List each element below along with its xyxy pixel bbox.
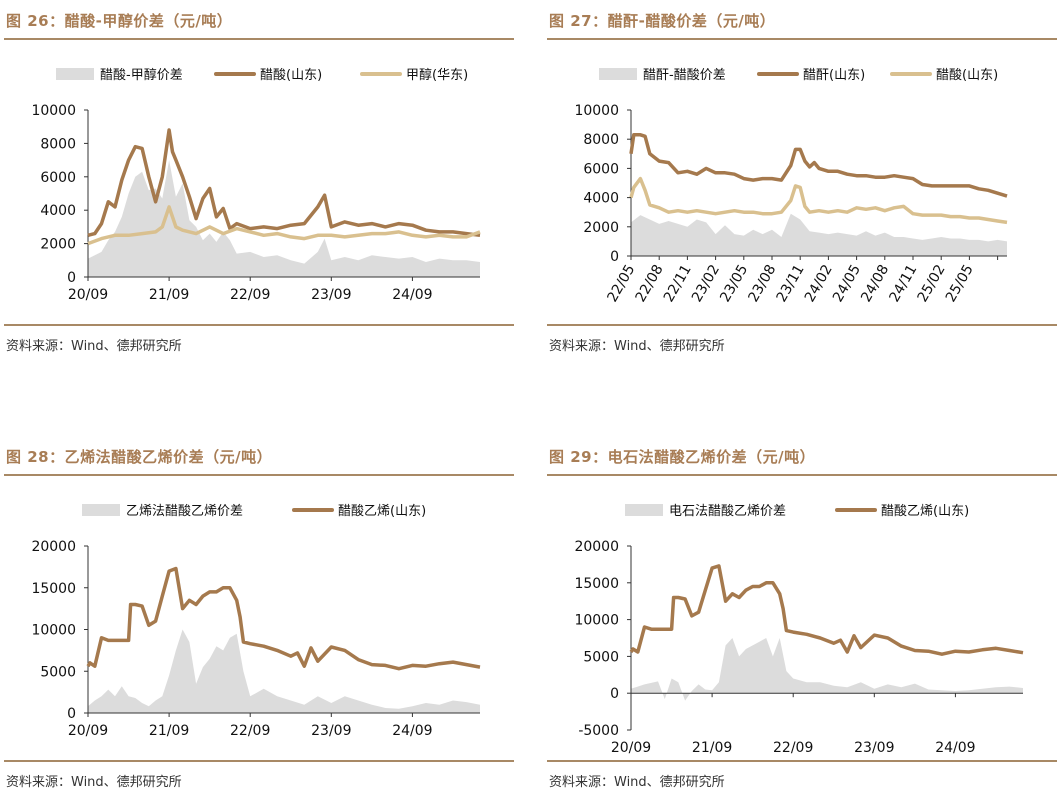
y-tick-label: 15000 bbox=[31, 581, 76, 597]
x-tick-label: 21/09 bbox=[692, 740, 732, 756]
line-series bbox=[87, 205, 481, 246]
x-tick-label: 20/09 bbox=[68, 287, 108, 303]
area-series bbox=[88, 160, 480, 277]
legend-label: 甲醇(华东) bbox=[406, 67, 468, 83]
bottom-rule bbox=[547, 760, 1057, 762]
y-tick-label: -5000 bbox=[578, 723, 619, 739]
y-tick-label: 10000 bbox=[574, 613, 619, 629]
legend-label: 醋酸(山东) bbox=[936, 67, 998, 83]
legend-swatch bbox=[625, 504, 663, 516]
y-tick-label: 20000 bbox=[31, 539, 76, 555]
y-tick-label: 0 bbox=[67, 270, 76, 286]
y-tick-label: 15000 bbox=[574, 576, 619, 592]
line-series bbox=[629, 564, 1024, 656]
x-tick-label: 22/09 bbox=[230, 723, 270, 739]
y-tick-label: 10000 bbox=[574, 103, 619, 119]
x-tick-label: 21/09 bbox=[149, 287, 189, 303]
legend-label: 醋酸乙烯(山东) bbox=[338, 503, 426, 519]
x-tick-label: 24/09 bbox=[392, 287, 432, 303]
source-note: 资料来源：Wind、德邦研究所 bbox=[6, 339, 182, 354]
figure-title: 图 26：醋酸-甲醇价差（元/吨） bbox=[6, 12, 233, 30]
x-tick-label: 23/09 bbox=[311, 723, 351, 739]
figure-28-panel: 图 28：乙烯法醋酸乙烯价差（元/吨） 乙烯法醋酸乙烯价差 醋酸乙烯(山东) 0 50… bbox=[4, 440, 514, 810]
x-tick-label: 20/09 bbox=[611, 740, 651, 756]
y-tick-label: 2000 bbox=[583, 220, 619, 236]
figure-29-panel: 图 29：电石法醋酸乙烯价差（元/吨） 电石法醋酸乙烯价差 醋酸乙烯(山东) -50… bbox=[547, 440, 1057, 810]
source-note: 资料来源：Wind、德邦研究所 bbox=[549, 775, 725, 790]
x-tick-label: 22/09 bbox=[230, 287, 270, 303]
bottom-rule bbox=[4, 760, 514, 762]
legend-label: 醋酸乙烯(山东) bbox=[881, 503, 969, 519]
figure-title: 图 27：醋酐-醋酸价差（元/吨） bbox=[549, 12, 776, 30]
y-tick-label: 10000 bbox=[31, 103, 76, 119]
source-note: 资料来源：Wind、德邦研究所 bbox=[549, 339, 725, 354]
top-rule bbox=[547, 474, 1057, 476]
legend-label: 醋酸-甲醇价差 bbox=[100, 67, 183, 83]
legend-label: 乙烯法醋酸乙烯价差 bbox=[126, 503, 243, 519]
y-tick-label: 0 bbox=[67, 706, 76, 722]
x-tick-label: 23/09 bbox=[854, 740, 894, 756]
x-tick-label: 23/09 bbox=[311, 287, 351, 303]
y-tick-label: 20000 bbox=[574, 539, 619, 555]
figure-27-panel: 图 27：醋酐-醋酸价差（元/吨） 醋酐-醋酸价差 醋酐(山东) 醋酸(山东) 0 20… bbox=[547, 4, 1057, 374]
line-series bbox=[629, 176, 1008, 225]
top-rule bbox=[547, 38, 1057, 40]
bottom-rule bbox=[4, 324, 514, 326]
x-tick-label: 24/09 bbox=[935, 740, 975, 756]
line-series bbox=[629, 133, 1008, 198]
chart-26: 醋酸-甲醇价差 醋酸(山东) 甲醇(华东) 0 2000 4000 6000 8000 1000… bbox=[31, 67, 481, 303]
x-tick-label: 21/09 bbox=[149, 723, 189, 739]
legend-label: 电石法醋酸乙烯价差 bbox=[669, 503, 786, 519]
chart-29: 电石法醋酸乙烯价差 醋酸乙烯(山东) -5000 0 5000 10000 15000 200… bbox=[574, 503, 1024, 756]
y-tick-label: 8000 bbox=[583, 132, 619, 148]
top-rule bbox=[4, 474, 514, 476]
y-tick-label: 2000 bbox=[40, 237, 76, 253]
y-tick-label: 6000 bbox=[40, 170, 76, 186]
area-series bbox=[631, 213, 1007, 256]
top-rule bbox=[4, 38, 514, 40]
y-tick-label: 10000 bbox=[31, 623, 76, 639]
chart-28: 乙烯法醋酸乙烯价差 醋酸乙烯(山东) 0 5000 10000 15000 20000 20/… bbox=[31, 503, 481, 739]
y-tick-label: 6000 bbox=[583, 161, 619, 177]
legend-label: 醋酐(山东) bbox=[803, 67, 865, 83]
bottom-rule bbox=[547, 324, 1057, 326]
line-series bbox=[86, 566, 481, 671]
area-series bbox=[88, 629, 480, 713]
y-tick-label: 5000 bbox=[583, 649, 619, 665]
figure-title: 图 28：乙烯法醋酸乙烯价差（元/吨） bbox=[6, 448, 273, 466]
y-tick-label: 0 bbox=[610, 249, 619, 265]
legend-swatch bbox=[56, 68, 94, 80]
legend-label: 醋酐-醋酸价差 bbox=[643, 67, 726, 83]
y-tick-label: 8000 bbox=[40, 136, 76, 152]
x-tick-label: 24/09 bbox=[392, 723, 432, 739]
figure-title: 图 29：电石法醋酸乙烯价差（元/吨） bbox=[549, 448, 816, 466]
x-tick-label: 20/09 bbox=[68, 723, 108, 739]
y-tick-label: 5000 bbox=[40, 664, 76, 680]
source-note: 资料来源：Wind、德邦研究所 bbox=[6, 775, 182, 790]
y-tick-label: 4000 bbox=[40, 203, 76, 219]
line-series bbox=[87, 128, 481, 238]
area-series bbox=[631, 638, 1023, 701]
legend-swatch bbox=[82, 504, 120, 516]
figure-26-panel: 图 26：醋酸-甲醇价差（元/吨） 醋酸-甲醇价差 醋酸(山东) 甲醇(华东) 0 20… bbox=[4, 4, 514, 374]
y-tick-label: 0 bbox=[610, 686, 619, 702]
y-tick-label: 4000 bbox=[583, 191, 619, 207]
x-tick-label: 25/05 bbox=[943, 262, 977, 305]
chart-27: 醋酐-醋酸价差 醋酐(山东) 醋酸(山东) 0 2000 4000 6000 8000 1000… bbox=[574, 67, 1008, 305]
legend-swatch bbox=[599, 68, 637, 80]
legend-label: 醋酸(山东) bbox=[260, 67, 322, 83]
x-tick-label: 22/09 bbox=[773, 740, 813, 756]
